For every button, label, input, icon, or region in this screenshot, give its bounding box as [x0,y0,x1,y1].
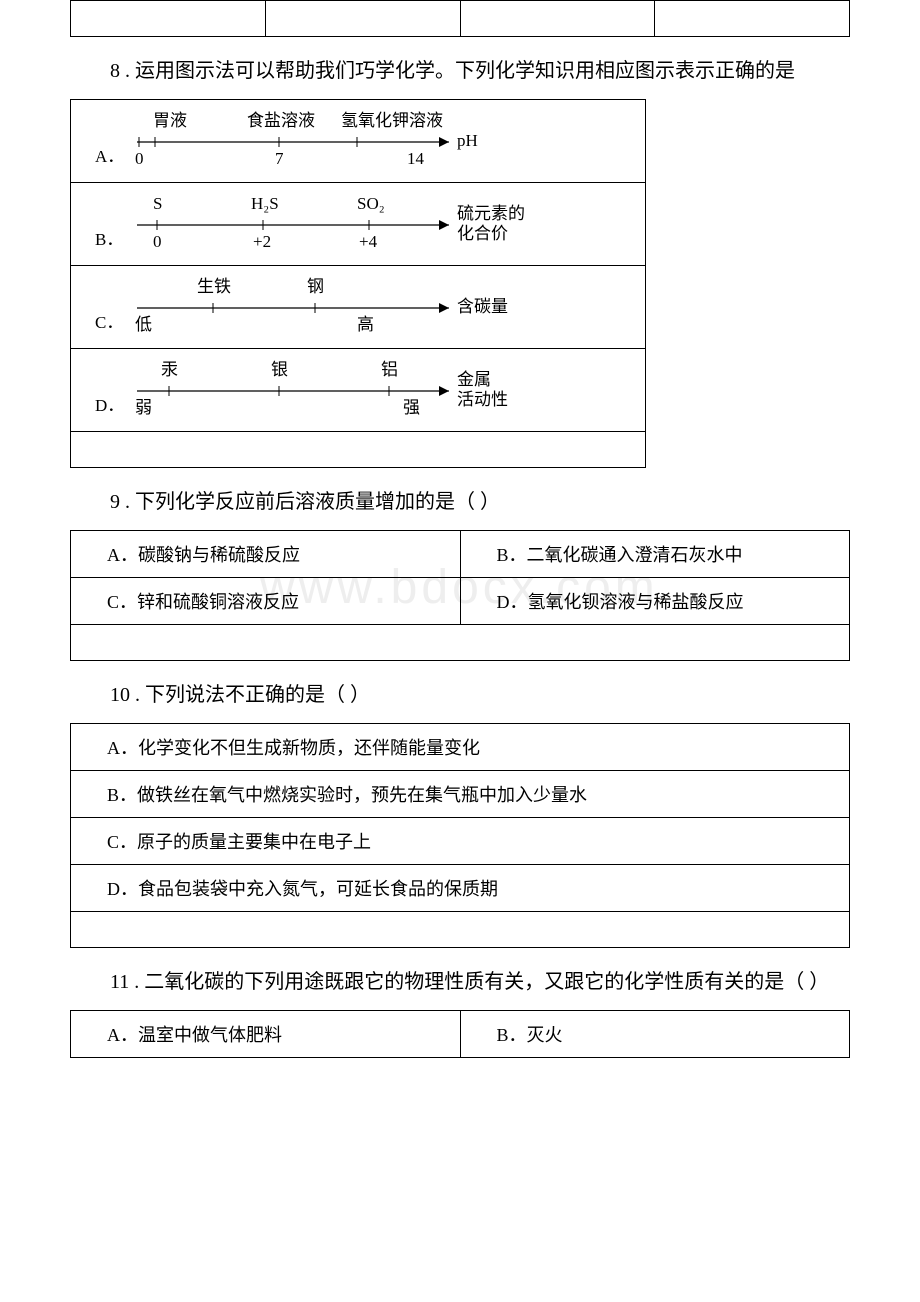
svg-text:+2: +2 [253,232,271,251]
q9-number: 9 . [110,491,130,513]
svg-text:S: S [153,194,162,213]
svg-text:B．: B． [95,230,123,249]
q8-option-c: C． 生铁 钢 含碳量 低 高 [71,266,646,349]
svg-text:低: 低 [135,315,152,334]
svg-text:金属: 金属 [457,370,491,389]
q8-svg-c: C． 生铁 钢 含碳量 低 高 [79,272,619,342]
q8-option-b: B． S H₂S SO₂ 硫元素的 化合价 0 +2 +4 [71,183,646,266]
svg-text:H₂S: H₂S [251,194,279,213]
q11-option-b: B．灭火 [460,1011,850,1058]
q11-option-a: A．温室中做气体肥料 [71,1011,461,1058]
q10-number: 10 . [110,684,140,706]
svg-text:+4: +4 [359,232,378,251]
q9-option-c: C．锌和硫酸铜溶液反应 [71,578,461,625]
q10-option-c: C．原子的质量主要集中在电子上 [71,818,850,865]
svg-text:pH: pH [457,131,478,150]
q11-text: 11 . 二氧化碳的下列用途既跟它的物理性质有关，又跟它的化学性质有关的是（ ） [70,966,850,998]
svg-text:含碳量: 含碳量 [457,297,508,316]
q10-option-a: A．化学变化不但生成新物质，还伴随能量变化 [71,724,850,771]
svg-text:氢氧化钾溶液: 氢氧化钾溶液 [341,111,443,130]
q7-cell-1 [71,1,266,37]
q8-number: 8 . [110,60,130,82]
svg-text:铝: 铝 [381,360,398,379]
q10-empty-cell [71,912,850,948]
q10-option-d: D．食品包装袋中充入氮气，可延长食品的保质期 [71,865,850,912]
q8-option-a: A． 胃液 食盐溶液 氢氧化钾溶液 pH 0 7 [71,100,646,183]
q7-cell-4 [655,1,850,37]
q7-cell-3 [460,1,655,37]
q7-cell-2 [265,1,460,37]
svg-text:硫元素的: 硫元素的 [457,204,525,223]
svg-text:汞: 汞 [161,360,178,379]
q9-option-a: A．碳酸钠与稀硫酸反应 [71,531,461,578]
svg-text:SO₂: SO₂ [357,194,385,213]
q8-option-d: D． 汞 银 铝 金属 活动性 弱 强 [71,349,646,432]
svg-text:7: 7 [275,149,284,168]
q10-text: 10 . 下列说法不正确的是（ ） [70,679,850,711]
svg-text:弱: 弱 [135,398,152,417]
q11-options-table: A．温室中做气体肥料 B．灭火 [70,1010,850,1058]
q8-body: 运用图示法可以帮助我们巧学化学。下列化学知识用相应图示表示正确的是 [135,60,795,82]
svg-text:钢: 钢 [307,277,324,296]
q10-option-b: B．做铁丝在氧气中燃烧实验时，预先在集气瓶中加入少量水 [71,771,850,818]
q8-diagram-table: A． 胃液 食盐溶液 氢氧化钾溶液 pH 0 7 [70,99,646,468]
svg-text:C．: C． [95,313,123,332]
q9-body: 下列化学反应前后溶液质量增加的是（ ） [135,491,500,513]
svg-text:食盐溶液: 食盐溶液 [247,111,315,130]
svg-text:0: 0 [153,232,162,251]
q11-number: 11 . [110,971,139,993]
q9-option-d: D．氢氧化钡溶液与稀盐酸反应 [460,578,850,625]
svg-text:化合价: 化合价 [457,224,508,243]
svg-text:活动性: 活动性 [457,390,508,409]
q9-option-b: B．二氧化碳通入澄清石灰水中 [460,531,850,578]
q9-empty-cell [71,625,850,661]
q8-svg-a: A． 胃液 食盐溶液 氢氧化钾溶液 pH 0 7 [79,106,619,176]
svg-text:D．: D． [95,396,124,415]
q8-svg-d: D． 汞 银 铝 金属 活动性 弱 强 [79,355,619,425]
q7-empty-table [70,0,850,37]
q10-options-table: A．化学变化不但生成新物质，还伴随能量变化 B．做铁丝在氧气中燃烧实验时，预先在… [70,723,850,948]
svg-text:A．: A． [95,147,124,166]
q11-body: 二氧化碳的下列用途既跟它的物理性质有关，又跟它的化学性质有关的是（ ） [144,971,829,993]
q8-text: 8 . 运用图示法可以帮助我们巧学化学。下列化学知识用相应图示表示正确的是 [70,55,850,87]
q9-options-table: A．碳酸钠与稀硫酸反应 B．二氧化碳通入澄清石灰水中 C．锌和硫酸铜溶液反应 D… [70,530,850,661]
svg-text:0: 0 [135,149,144,168]
q9-text: 9 . 下列化学反应前后溶液质量增加的是（ ） [70,486,850,518]
svg-text:高: 高 [357,315,374,334]
svg-text:银: 银 [271,360,288,379]
q8-empty-cell [71,432,646,468]
q10-body: 下列说法不正确的是（ ） [145,684,370,706]
svg-text:14: 14 [407,149,425,168]
svg-text:胃液: 胃液 [153,111,187,130]
q8-svg-b: B． S H₂S SO₂ 硫元素的 化合价 0 +2 +4 [79,189,619,259]
svg-text:强: 强 [403,398,420,417]
svg-text:生铁: 生铁 [197,277,231,296]
